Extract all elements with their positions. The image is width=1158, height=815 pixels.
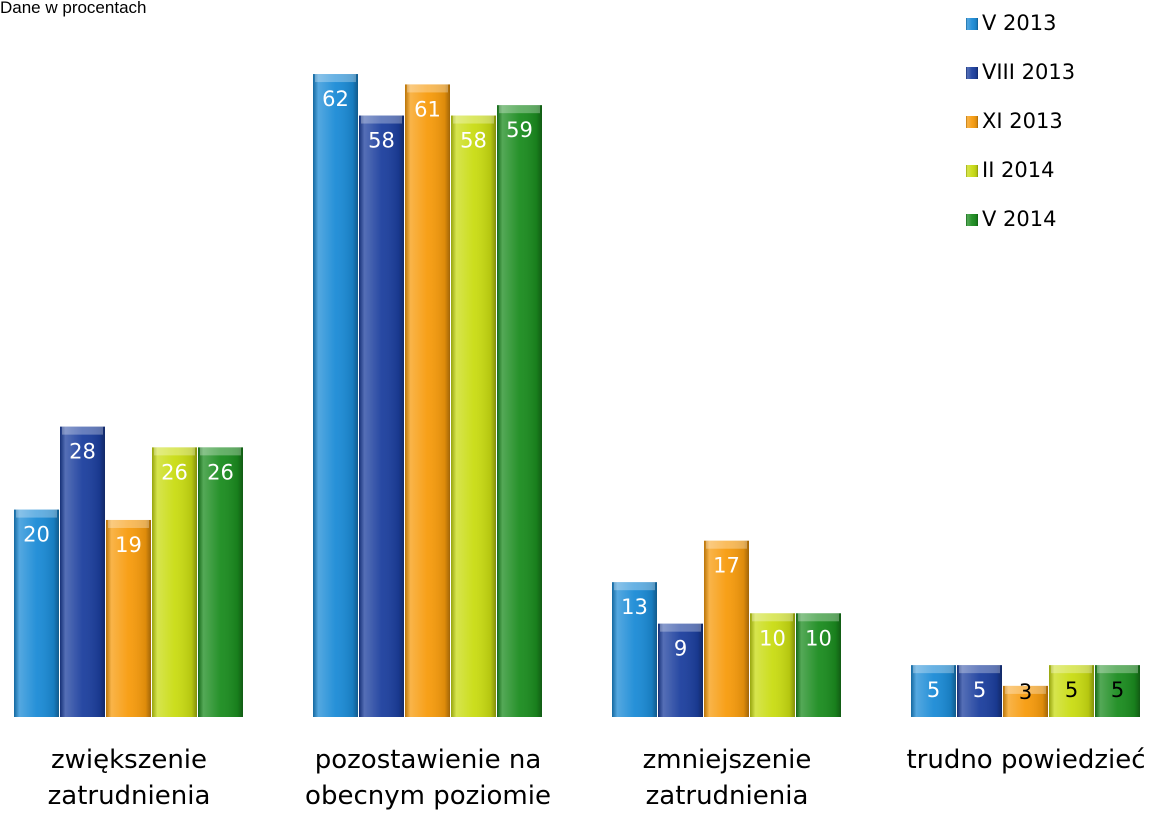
data-label: 3 xyxy=(1019,680,1032,704)
data-label: 28 xyxy=(69,440,96,464)
data-label: 5 xyxy=(1111,678,1124,702)
data-label: 58 xyxy=(368,129,395,153)
bar-shade xyxy=(106,519,151,717)
bar-shade xyxy=(451,115,496,718)
legend-swatch-shade xyxy=(966,165,978,177)
data-label: 26 xyxy=(207,460,234,484)
bar-cap xyxy=(499,105,540,114)
bar-shade xyxy=(497,105,542,718)
bar-cap xyxy=(1005,685,1046,694)
x-tick-label: pozostawienie na obecnym poziomie xyxy=(305,745,551,811)
data-label: 13 xyxy=(621,595,648,619)
legend-swatch-shade xyxy=(966,18,978,30)
data-label: 10 xyxy=(805,626,832,650)
bar-shade xyxy=(911,665,956,717)
bar-cap xyxy=(706,540,747,549)
legend-swatch-shade xyxy=(966,116,978,128)
bar-cap xyxy=(1097,665,1138,674)
bar-cap xyxy=(1051,665,1092,674)
data-label: 5 xyxy=(973,678,986,702)
data-label: 61 xyxy=(414,97,441,121)
bar-cap xyxy=(108,519,149,528)
bar-shade xyxy=(957,665,1002,717)
bar-cap xyxy=(959,665,1000,674)
bar-shade xyxy=(658,623,703,717)
bar-cap xyxy=(16,509,57,518)
bar-cap xyxy=(913,665,954,674)
bar-shade xyxy=(359,115,404,718)
bar-cap xyxy=(62,426,103,435)
data-label: 26 xyxy=(161,460,188,484)
legend-swatch-shade xyxy=(966,67,978,79)
bar-shade xyxy=(1095,665,1140,717)
legend-label: II 2014 xyxy=(982,158,1055,182)
bar-shade xyxy=(405,84,450,718)
x-tick-label: trudno powiedzieć xyxy=(906,745,1146,775)
bar-shade xyxy=(796,613,841,717)
data-label: 20 xyxy=(23,523,50,547)
x-tick-label: zwiększenie zatrudnienia xyxy=(47,745,211,811)
x-tick-label: zmniejszenie zatrudnienia xyxy=(642,745,812,811)
bar-cap xyxy=(315,74,356,83)
data-label: 5 xyxy=(927,678,940,702)
bar-shade xyxy=(1049,665,1094,717)
bar-cap xyxy=(200,447,241,456)
bar-shade xyxy=(1003,685,1048,717)
data-label: 10 xyxy=(759,626,786,650)
bar-cap xyxy=(407,84,448,93)
bar-shade xyxy=(60,426,105,717)
data-label: 62 xyxy=(322,87,349,111)
data-label: 19 xyxy=(115,533,142,557)
bar-shade xyxy=(152,447,197,717)
data-label: 5 xyxy=(1065,678,1078,702)
legend-label: V 2014 xyxy=(982,207,1056,231)
bar-cap xyxy=(798,613,839,622)
bar-shade xyxy=(612,582,657,717)
bar-cap xyxy=(614,582,655,591)
legend-swatch-shade xyxy=(966,214,978,226)
bar-shade xyxy=(704,540,749,717)
data-label: 17 xyxy=(713,554,740,578)
bar-shade xyxy=(313,74,358,717)
bar-cap xyxy=(361,115,402,124)
bar-cap xyxy=(453,115,494,124)
bar-shade xyxy=(198,447,243,717)
chart-subtitle: Dane w procentach xyxy=(0,0,147,17)
bar-cap xyxy=(154,447,195,456)
bar-shade xyxy=(14,509,59,717)
legend-label: V 2013 xyxy=(982,11,1056,35)
data-label: 58 xyxy=(460,129,487,153)
legend-label: VIII 2013 xyxy=(982,60,1075,84)
data-label: 9 xyxy=(674,637,687,661)
bar-shade xyxy=(750,613,795,717)
legend-label: XI 2013 xyxy=(982,109,1063,133)
data-label: 59 xyxy=(506,118,533,142)
bar-cap xyxy=(660,623,701,632)
bar-cap xyxy=(752,613,793,622)
